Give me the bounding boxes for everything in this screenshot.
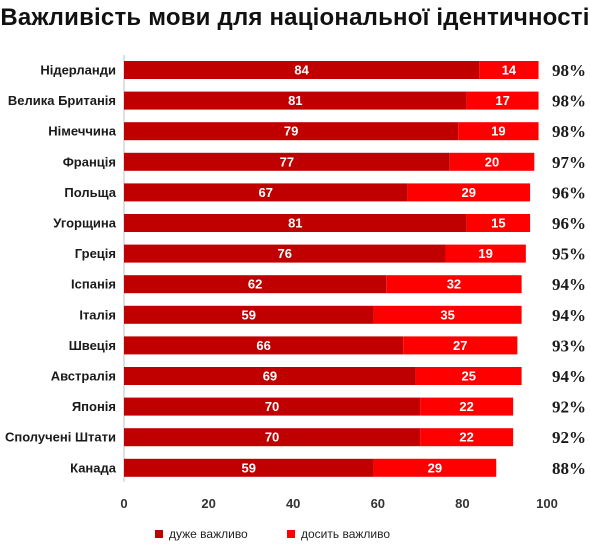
category-label: Іспанія: [71, 277, 116, 292]
bar-value-label: 67: [258, 185, 272, 200]
bar-value-label: 79: [284, 124, 298, 139]
bar-value-label: 27: [453, 338, 467, 353]
legend-label: досить важливо: [301, 527, 390, 541]
x-tick-label: 20: [201, 496, 215, 511]
category-label: Польща: [64, 185, 116, 200]
bar-value-label: 32: [447, 277, 461, 292]
total-label: 92%: [552, 428, 586, 447]
bar-value-label: 70: [265, 430, 279, 445]
x-tick-label: 40: [286, 496, 300, 511]
bar-value-label: 84: [294, 63, 309, 78]
bar-value-label: 66: [256, 338, 270, 353]
x-tick-label: 80: [455, 496, 469, 511]
bar-value-label: 29: [462, 185, 476, 200]
bar-value-label: 59: [242, 460, 256, 475]
total-label: 96%: [552, 183, 586, 202]
bar-very-important: [124, 428, 421, 447]
bar-somewhat-important: [420, 428, 514, 447]
bar-value-label: 29: [428, 460, 442, 475]
total-label: 94%: [552, 275, 586, 294]
x-tick-label: 0: [120, 496, 127, 511]
bar-very-important: [124, 367, 416, 385]
bar-very-important: [124, 275, 387, 294]
category-label: Австралія: [51, 369, 116, 384]
total-label: 88%: [552, 459, 586, 478]
bar-value-label: 19: [491, 124, 505, 139]
bar-value-label: 76: [278, 246, 292, 261]
bar-value-label: 20: [485, 154, 499, 169]
bar-very-important: [124, 244, 446, 263]
bar-very-important: [124, 152, 450, 171]
bar-very-important: [124, 91, 467, 110]
bar-value-label: 35: [440, 307, 454, 322]
category-label: Велика Британія: [8, 93, 116, 108]
bar-value-label: 19: [478, 246, 492, 261]
bar-somewhat-important: [420, 397, 514, 416]
bar-value-label: 70: [265, 399, 279, 414]
total-label: 97%: [552, 153, 586, 172]
bar-somewhat-important: [445, 244, 526, 263]
bar-value-label: 17: [495, 93, 509, 108]
bar-very-important: [124, 122, 459, 141]
x-tick-label: 100: [536, 496, 558, 511]
bar-value-label: 14: [502, 63, 517, 78]
bar-very-important: [124, 183, 408, 202]
category-label: Франція: [63, 154, 116, 169]
bar-very-important: [124, 305, 374, 324]
bar-somewhat-important: [466, 91, 539, 110]
category-label: Нідерланди: [40, 63, 116, 78]
chart-title: Важливість мови для національної ідентич…: [0, 4, 590, 31]
category-label: Німеччина: [48, 124, 116, 139]
bar-somewhat-important: [386, 275, 522, 294]
bar-value-label: 25: [462, 369, 476, 384]
bar-value-label: 62: [248, 277, 262, 292]
total-label: 93%: [552, 336, 586, 355]
total-label: 92%: [552, 398, 586, 417]
category-label: Угорщина: [53, 216, 117, 231]
category-label: Сполучені Штати: [5, 430, 116, 445]
category-label: Японія: [72, 399, 116, 414]
total-label: 94%: [552, 367, 586, 386]
category-label: Канада: [70, 460, 117, 475]
legend-swatch: [155, 530, 163, 538]
category-label: Швеція: [69, 338, 116, 353]
bar-somewhat-important: [407, 183, 531, 202]
category-label: Греція: [75, 246, 116, 261]
total-label: 95%: [552, 245, 586, 264]
total-label: 96%: [552, 214, 586, 233]
bar-somewhat-important: [403, 336, 518, 355]
bar-very-important: [124, 61, 480, 79]
bar-somewhat-important: [479, 61, 539, 79]
legend-swatch: [287, 530, 295, 538]
bar-value-label: 77: [280, 154, 294, 169]
total-label: 98%: [552, 61, 586, 80]
bar-very-important: [124, 214, 467, 232]
bar-value-label: 59: [242, 307, 256, 322]
bar-somewhat-important: [449, 152, 535, 171]
bar-somewhat-important: [415, 367, 522, 385]
x-tick-label: 60: [371, 496, 385, 511]
total-label: 94%: [552, 306, 586, 325]
total-label: 98%: [552, 92, 586, 111]
bar-very-important: [124, 458, 374, 477]
legend-label: дуже важливо: [169, 527, 248, 541]
bar-somewhat-important: [373, 458, 497, 477]
bar-very-important: [124, 397, 421, 416]
bar-value-label: 69: [263, 369, 277, 384]
total-label: 98%: [552, 122, 586, 141]
bar-value-label: 22: [459, 430, 473, 445]
bar-somewhat-important: [458, 122, 539, 141]
bar-value-label: 15: [491, 216, 505, 231]
bar-value-label: 81: [288, 216, 302, 231]
category-label: Італія: [79, 307, 116, 322]
bar-value-label: 81: [288, 93, 302, 108]
bar-somewhat-important: [466, 214, 531, 232]
bar-very-important: [124, 336, 404, 355]
bar-somewhat-important: [373, 305, 522, 324]
bar-value-label: 22: [459, 399, 473, 414]
